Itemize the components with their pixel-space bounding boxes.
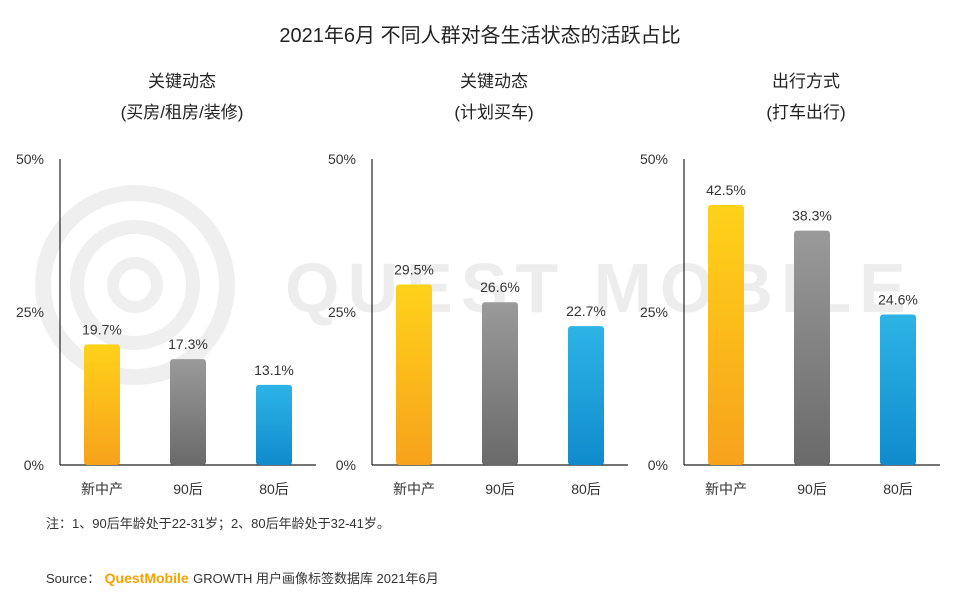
panels: 关键动态 (买房/租房/装修) 50% 25% 0% 19.7% 新中产 17.3% 90后 13… (16, 72, 940, 497)
data-label: 38.3% (792, 208, 832, 224)
footnote: 注：1、90后年龄处于22-31岁；2、80后年龄处于32-41岁。 (46, 516, 390, 532)
data-label: 24.6% (878, 291, 918, 307)
source-line: Source： QuestMobile GROWTH 用户画像标签数据库 202… (46, 570, 439, 587)
y-tick-label: 0% (648, 457, 668, 473)
panel-3: 出行方式 (打车出行) 50% 25% 0% 42.5% 新中产 38.3% 90后 24.6% 8… (640, 72, 940, 497)
data-label: 22.7% (566, 303, 606, 319)
bar (396, 284, 432, 465)
data-label: 17.3% (168, 336, 208, 352)
x-tick-label: 80后 (883, 481, 913, 497)
panel-1: 关键动态 (买房/租房/装修) 50% 25% 0% 19.7% 新中产 17.3% 90后 13… (16, 72, 316, 497)
bar (794, 230, 830, 465)
x-tick-label: 90后 (485, 481, 515, 497)
bar (568, 326, 604, 465)
y-tick-label: 50% (328, 151, 356, 167)
y-tick-label: 25% (16, 304, 44, 320)
x-tick-label: 80后 (571, 481, 601, 497)
y-tick-label: 0% (336, 457, 356, 473)
x-tick-label: 新中产 (81, 481, 123, 497)
panel-subtitle: (打车出行) (766, 103, 845, 122)
data-label: 13.1% (254, 362, 294, 378)
x-tick-label: 90后 (173, 481, 203, 497)
chart-title: 2021年6月 不同人群对各生活状态的活跃占比 (279, 24, 680, 47)
x-tick-label: 90后 (797, 481, 827, 497)
panel-title: 关键动态 (148, 72, 216, 91)
bar (708, 204, 744, 465)
data-label: 19.7% (82, 321, 122, 337)
source-prefix: Source： (46, 571, 100, 586)
bar (256, 384, 292, 465)
data-label: 29.5% (394, 261, 434, 277)
y-tick-label: 50% (16, 151, 44, 167)
panel-subtitle: (买房/租房/装修) (121, 103, 244, 122)
data-label: 26.6% (480, 279, 520, 295)
panel-title: 出行方式 (772, 72, 840, 91)
watermark-logo-icon (35, 185, 235, 385)
bar (170, 359, 206, 465)
x-tick-label: 80后 (259, 481, 289, 497)
y-tick-label: 0% (24, 457, 44, 473)
bar (880, 314, 916, 465)
y-tick-label: 25% (640, 304, 668, 320)
x-tick-label: 新中产 (393, 481, 435, 497)
panel-2: 关键动态 (计划买车) 50% 25% 0% 29.5% 新中产 26.6% 90后 22.7% 8… (328, 72, 628, 497)
x-tick-label: 新中产 (705, 481, 747, 497)
bar (482, 302, 518, 465)
bar (84, 344, 120, 465)
source-suffix: GROWTH 用户画像标签数据库 2021年6月 (193, 571, 439, 586)
source-brand: QuestMobile (105, 570, 189, 586)
panel-title: 关键动态 (460, 72, 528, 91)
panel-subtitle: (计划买车) (454, 103, 533, 122)
y-tick-label: 25% (328, 304, 356, 320)
y-tick-label: 50% (640, 151, 668, 167)
data-label: 42.5% (706, 182, 746, 198)
